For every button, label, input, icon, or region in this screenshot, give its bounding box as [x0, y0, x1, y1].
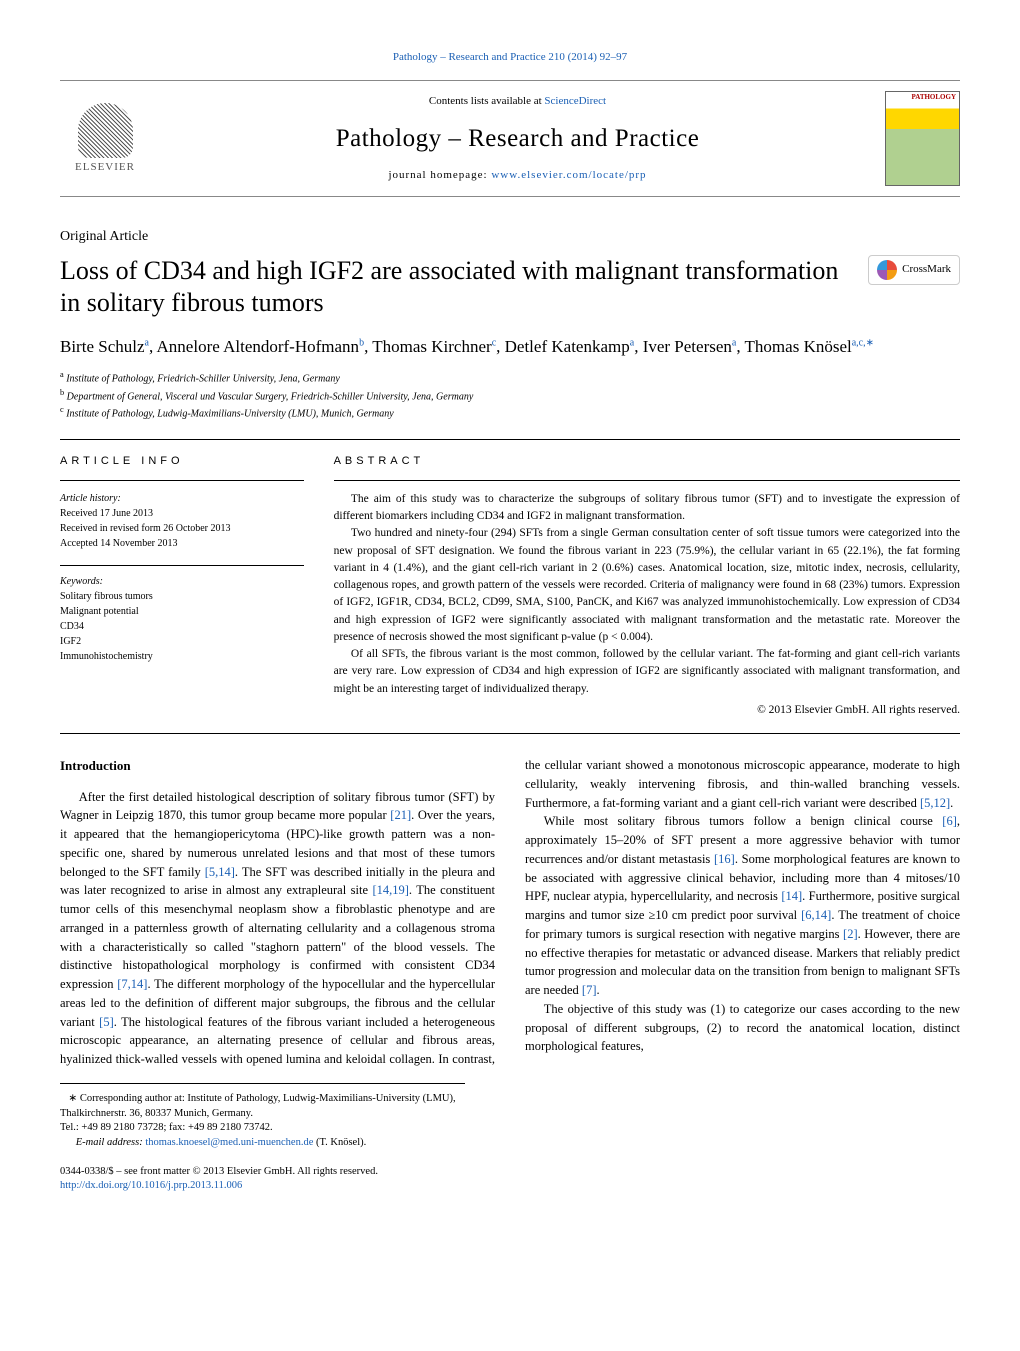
divider	[60, 565, 304, 566]
contents-line: Contents lists available at ScienceDirec…	[170, 94, 865, 109]
intro-heading: Introduction	[60, 756, 495, 776]
issn-line: 0344-0338/$ – see front matter © 2013 El…	[60, 1165, 960, 1180]
cover-title: PATHOLOGY	[912, 94, 956, 102]
contact-email: E-mail address: thomas.knoesel@med.uni-m…	[60, 1136, 465, 1151]
doi-link[interactable]: http://dx.doi.org/10.1016/j.prp.2013.11.…	[60, 1180, 242, 1191]
publisher-logo: ELSEVIER	[60, 94, 150, 184]
history-received: Received 17 June 2013	[60, 506, 304, 521]
abstract-p1: The aim of this study was to characteriz…	[334, 491, 960, 526]
footnotes: ∗ Corresponding author at: Institute of …	[60, 1083, 465, 1151]
elsevier-tree-icon	[78, 103, 133, 158]
article-history: Article history: Received 17 June 2013 R…	[60, 491, 304, 551]
abstract-copyright: © 2013 Elsevier GmbH. All rights reserve…	[334, 702, 960, 719]
journal-homepage: journal homepage: www.elsevier.com/locat…	[170, 168, 865, 183]
contact-tel: Tel.: +49 89 2180 73728; fax: +49 89 218…	[60, 1121, 465, 1136]
ref-link[interactable]: [16]	[714, 852, 735, 866]
running-head: Pathology – Research and Practice 210 (2…	[60, 50, 960, 65]
intro-p4: The objective of this study was (1) to c…	[525, 1000, 960, 1056]
ref-link[interactable]: [5]	[99, 1015, 114, 1029]
article-info-heading: ARTICLE INFO	[60, 440, 304, 480]
publisher-name: ELSEVIER	[75, 160, 135, 175]
affiliation-c: c Institute of Pathology, Ludwig-Maximil…	[60, 404, 960, 421]
bottom-matter: 0344-0338/$ – see front matter © 2013 El…	[60, 1165, 960, 1194]
authors-list: Birte Schulza, Annelore Altendorf-Hofman…	[60, 334, 960, 360]
keywords-block: Keywords: Solitary fibrous tumorsMaligna…	[60, 574, 304, 664]
keywords-list: Solitary fibrous tumorsMalignant potenti…	[60, 589, 304, 664]
affiliation-b: b Department of General, Visceral und Va…	[60, 387, 960, 404]
ref-link[interactable]: [14]	[781, 889, 802, 903]
journal-cover: PATHOLOGY	[885, 91, 960, 186]
ref-link[interactable]: [7]	[582, 983, 597, 997]
ref-link[interactable]: [5,12]	[920, 796, 950, 810]
crossmark-label: CrossMark	[902, 262, 951, 277]
article-title: Loss of CD34 and high IGF2 are associate…	[60, 255, 848, 320]
article-type: Original Article	[60, 227, 960, 247]
abstract-p2: Two hundred and ninety-four (294) SFTs f…	[334, 525, 960, 646]
abstract-heading: ABSTRACT	[334, 440, 960, 480]
intro-p3: While most solitary fibrous tumors follo…	[525, 812, 960, 1000]
abstract-p3: Of all SFTs, the fibrous variant is the …	[334, 646, 960, 698]
history-revised: Received in revised form 26 October 2013	[60, 521, 304, 536]
sciencedirect-link[interactable]: ScienceDirect	[544, 95, 606, 107]
corresponding-author: ∗ Corresponding author at: Institute of …	[60, 1092, 465, 1121]
ref-link[interactable]: [7,14]	[117, 977, 147, 991]
ref-link[interactable]: [6,14]	[801, 908, 831, 922]
history-label: Article history:	[60, 491, 304, 506]
contents-prefix: Contents lists available at	[429, 95, 544, 107]
ref-link[interactable]: [2]	[843, 927, 858, 941]
homepage-link[interactable]: www.elsevier.com/locate/prp	[491, 169, 646, 181]
affiliations: a Institute of Pathology, Friedrich-Schi…	[60, 369, 960, 421]
ref-link[interactable]: [21]	[390, 808, 411, 822]
ref-link[interactable]: [14,19]	[372, 883, 408, 897]
affiliation-a: a Institute of Pathology, Friedrich-Schi…	[60, 369, 960, 386]
abstract-text: The aim of this study was to characteriz…	[334, 491, 960, 719]
ref-link[interactable]: [5,14]	[205, 865, 235, 879]
ref-link[interactable]: [6]	[942, 814, 957, 828]
homepage-prefix: journal homepage:	[388, 169, 491, 181]
crossmark-icon	[877, 260, 897, 280]
journal-masthead: ELSEVIER Contents lists available at Sci…	[60, 80, 960, 197]
journal-title: Pathology – Research and Practice	[170, 121, 865, 156]
keywords-label: Keywords:	[60, 574, 304, 589]
email-link[interactable]: thomas.knoesel@med.uni-muenchen.de	[145, 1137, 313, 1148]
divider	[60, 733, 960, 734]
crossmark-badge[interactable]: CrossMark	[868, 255, 960, 285]
history-accepted: Accepted 14 November 2013	[60, 536, 304, 551]
body-columns: Introduction After the first detailed hi…	[60, 756, 960, 1069]
